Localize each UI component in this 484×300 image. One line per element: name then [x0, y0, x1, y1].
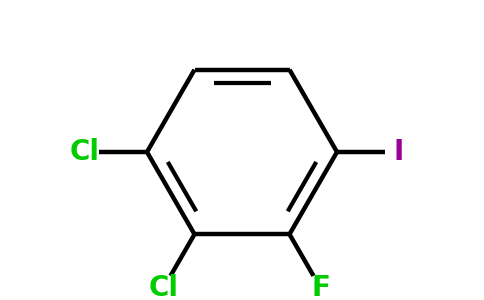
Text: F: F — [311, 274, 330, 300]
Text: I: I — [394, 138, 404, 166]
Text: Cl: Cl — [70, 138, 100, 166]
Text: Cl: Cl — [149, 274, 179, 300]
